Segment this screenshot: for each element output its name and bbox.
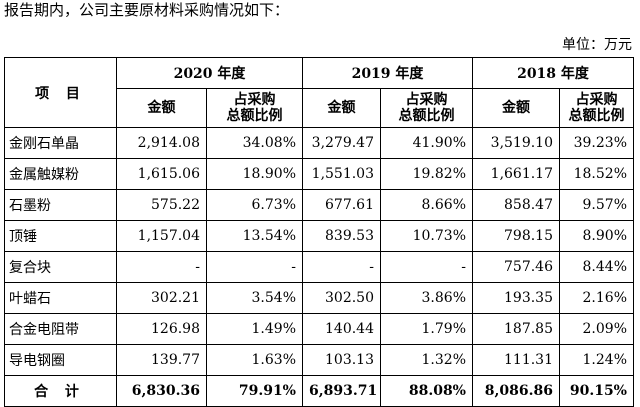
amount-cell: 858.47 <box>472 189 560 221</box>
ratio-cell: 1.32% <box>380 344 473 376</box>
ratio-cell: 18.90% <box>206 158 303 190</box>
table-row: 金属触媒粉 1,615.06 18.90% 1,551.03 19.82% 1,661.1… <box>4 158 634 190</box>
material-name: 金刚石单晶 <box>4 127 117 159</box>
table-row: 合金电阻带 126.98 1.49% 140.44 1.79% 187.85 2.09% <box>4 313 634 345</box>
ratio-cell: 1.24% <box>559 344 634 376</box>
amount-header-2018: 金额 <box>472 88 560 128</box>
amount-cell: 193.35 <box>472 282 560 314</box>
material-name: 复合块 <box>4 251 117 283</box>
amount-cell: 1,615.06 <box>116 158 207 190</box>
material-name: 合金电阻带 <box>4 313 117 345</box>
table-row: 导电钢圈 139.77 1.63% 103.13 1.32% 111.31 1.24% <box>4 344 634 376</box>
ratio-cell: 3.86% <box>380 282 473 314</box>
amount-cell: 302.21 <box>116 282 207 314</box>
amount-cell: 1,551.03 <box>302 158 381 190</box>
ratio-header-line2: 总额比例 <box>226 108 283 124</box>
table-row: 叶蜡石 302.21 3.54% 302.50 3.86% 193.35 2.16% <box>4 282 634 314</box>
ratio-header-line1: 占采购 <box>233 92 276 108</box>
table-row: 金刚石单晶 2,914.08 34.08% 3,279.47 41.90% 3,519.1… <box>4 127 634 159</box>
amount-cell: 187.85 <box>472 313 560 345</box>
ratio-header-line2: 总额比例 <box>398 108 455 124</box>
ratio-cell: 13.54% <box>206 220 303 252</box>
amount-cell: 302.50 <box>302 282 381 314</box>
ratio-cell: 34.08% <box>206 127 303 159</box>
amount-cell: 140.44 <box>302 313 381 345</box>
amount-cell: 139.77 <box>116 344 207 376</box>
ratio-cell: 10.73% <box>380 220 473 252</box>
ratio-cell: 1.63% <box>206 344 303 376</box>
material-name: 顶锤 <box>4 220 117 252</box>
ratio-cell: 9.57% <box>559 189 634 221</box>
ratio-header-2019: 占采购 总额比例 <box>380 88 473 128</box>
ratio-cell: 3.54% <box>206 282 303 314</box>
ratio-cell: 18.52% <box>559 158 634 190</box>
amount-cell: 3,279.47 <box>302 127 381 159</box>
amount-cell: 3,519.10 <box>472 127 560 159</box>
year-header-2019: 2019 年度 <box>302 57 473 89</box>
table-row: 顶锤 1,157.04 13.54% 839.53 10.73% 798.15 8.90% <box>4 220 634 252</box>
ratio-cell: - <box>380 251 473 283</box>
ratio-cell: 8.66% <box>380 189 473 221</box>
ratio-cell: 41.90% <box>380 127 473 159</box>
ratio-cell: 1.79% <box>380 313 473 345</box>
amount-cell: - <box>116 251 207 283</box>
amount-cell: 126.98 <box>116 313 207 345</box>
amount-cell: 1,661.17 <box>472 158 560 190</box>
ratio-header-2020: 占采购 总额比例 <box>206 88 303 128</box>
ratio-cell: 19.82% <box>380 158 473 190</box>
intro-text: 报告期内，公司主要原材料采购情况如下： <box>4 1 290 19</box>
ratio-cell: 2.16% <box>559 282 634 314</box>
ratio-header-line2: 总额比例 <box>568 108 625 124</box>
ratio-header-line1: 占采购 <box>575 92 618 108</box>
amount-cell: - <box>302 251 381 283</box>
amount-cell: 2,914.08 <box>116 127 207 159</box>
material-name: 导电钢圈 <box>4 344 117 376</box>
unit-label: 单位：万元 <box>562 37 632 53</box>
ratio-cell: 39.23% <box>559 127 634 159</box>
ratio-cell: 2.09% <box>559 313 634 345</box>
amount-cell: 111.31 <box>472 344 560 376</box>
amount-cell: 757.46 <box>472 251 560 283</box>
amount-cell: 798.15 <box>472 220 560 252</box>
table-row: 石墨粉 575.22 6.73% 677.61 8.66% 858.47 9.57% <box>4 189 634 221</box>
amount-header-2019: 金额 <box>302 88 381 128</box>
ratio-cell: - <box>206 251 303 283</box>
item-header: 项 目 <box>4 57 117 128</box>
year-header-2020: 2020 年度 <box>116 57 303 89</box>
amount-cell: 1,157.04 <box>116 220 207 252</box>
ratio-header-2018: 占采购 总额比例 <box>559 88 634 128</box>
amount-cell: 839.53 <box>302 220 381 252</box>
amount-header-2020: 金额 <box>116 88 207 128</box>
table-row: 复合块 - - - -757.46 8.44% <box>4 251 634 283</box>
amount-cell: 575.22 <box>116 189 207 221</box>
year-header-2018: 2018 年度 <box>472 57 634 89</box>
amount-cell: 103.13 <box>302 344 381 376</box>
material-name: 叶蜡石 <box>4 282 117 314</box>
material-name: 石墨粉 <box>4 189 117 221</box>
ratio-cell: 6.73% <box>206 189 303 221</box>
material-name: 金属触媒粉 <box>4 158 117 190</box>
ratio-cell: 8.90% <box>559 220 634 252</box>
ratio-cell: 1.49% <box>206 313 303 345</box>
ratio-cell: 8.44% <box>559 251 634 283</box>
ratio-header-line1: 占采购 <box>405 92 448 108</box>
raw-material-purchase-table: 项 目 2020 年度 2019 年度 2018 年度 金额 占采购 总额比例 金额占… <box>4 57 634 407</box>
amount-cell: 677.61 <box>302 189 381 221</box>
